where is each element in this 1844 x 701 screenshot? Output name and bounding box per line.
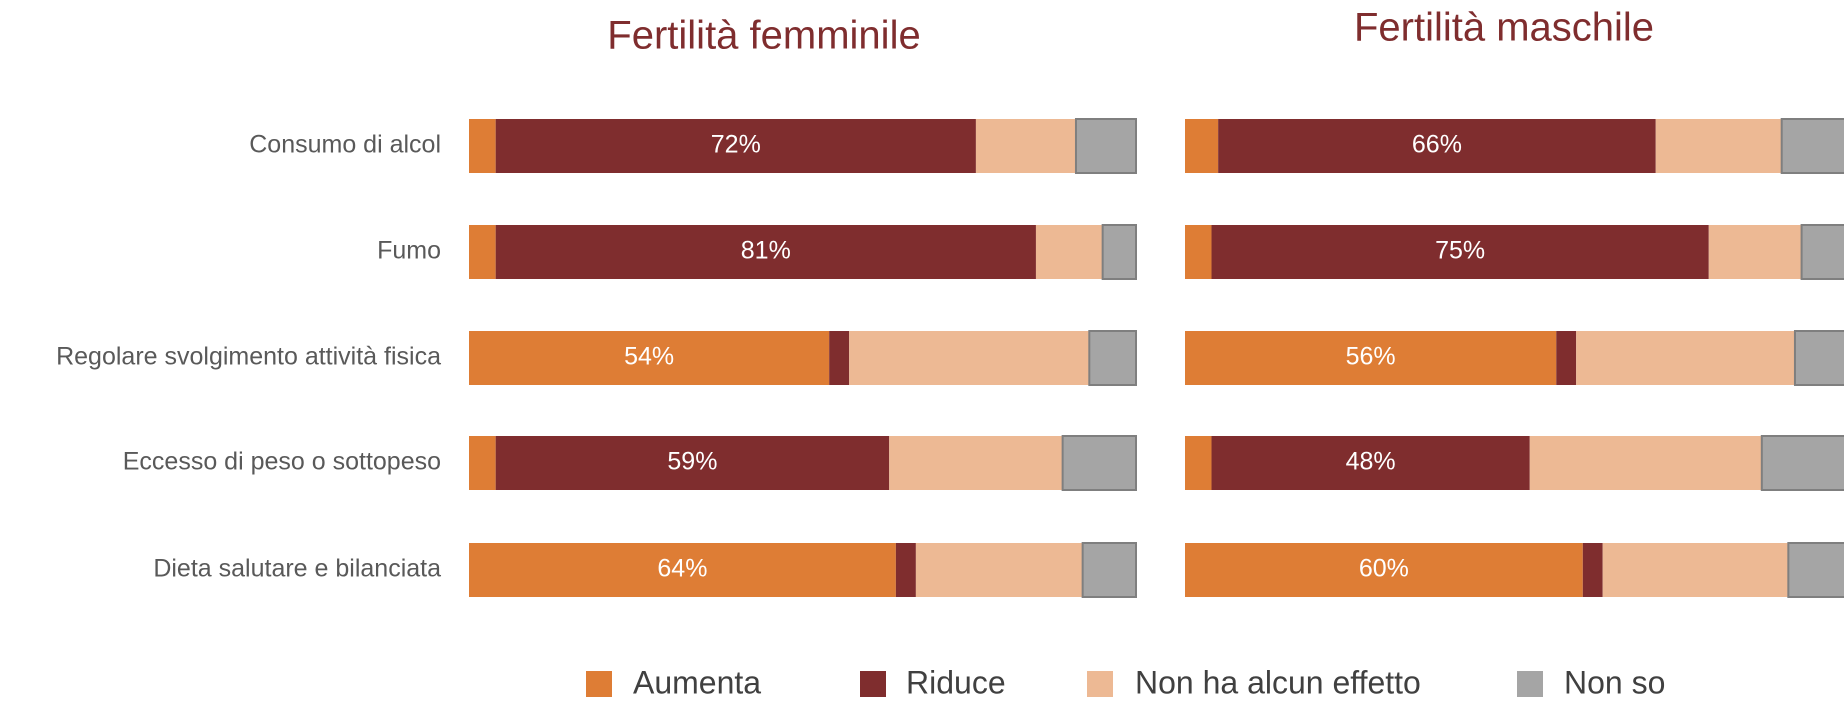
bar-segment [1185, 543, 1583, 597]
category-label: Dieta salutare e bilanciata [153, 555, 441, 583]
bar-segment [469, 225, 496, 279]
bar-segment [1211, 225, 1709, 279]
category-label: Consumo di alcol [249, 131, 441, 159]
data-label: 48% [1346, 448, 1396, 476]
bar-segment [915, 543, 1083, 597]
bar-segment [1185, 331, 1557, 385]
bar-segment [1185, 225, 1212, 279]
bar-segment [1576, 331, 1795, 385]
data-label: 75% [1435, 237, 1485, 265]
bar-segment [495, 436, 890, 490]
legend-swatch [860, 671, 886, 697]
bar-segment [849, 331, 1090, 385]
legend-label: Aumenta [633, 664, 761, 700]
bar-segment [1185, 436, 1212, 490]
chart-title: Fertilità femminile [607, 14, 920, 58]
bar-segment [1081, 542, 1138, 598]
bar-segment [1185, 119, 1219, 173]
bar-segment [895, 543, 916, 597]
chart-title: Fertilità maschile [1354, 6, 1654, 50]
bar-segment [889, 436, 1063, 490]
bar-segment [1211, 436, 1530, 490]
data-label: 54% [624, 343, 674, 371]
bar-segment [495, 119, 976, 173]
bar-segment [1556, 331, 1577, 385]
bar-segment [1787, 542, 1844, 598]
legend-label: Non ha alcun effetto [1135, 664, 1421, 700]
data-label: 60% [1359, 555, 1409, 583]
bar-segment [1529, 436, 1762, 490]
bar-segment [1655, 119, 1782, 173]
bar-segment [1760, 435, 1844, 491]
legend-swatch [586, 671, 612, 697]
bar-segment [1074, 118, 1137, 174]
data-label: 56% [1346, 343, 1396, 371]
legend-swatch [1087, 671, 1113, 697]
category-label: Eccesso di peso o sottopeso [123, 448, 441, 476]
bar-segment [469, 543, 896, 597]
bar-segment [1101, 224, 1138, 280]
bar-segment [469, 119, 496, 173]
bar-segment [469, 331, 830, 385]
bar-segment [1061, 435, 1138, 491]
bar-segment [1035, 225, 1103, 279]
bar-segment [1708, 225, 1802, 279]
bar-segment [1582, 543, 1603, 597]
legend-swatch [1517, 671, 1543, 697]
bar-segment [829, 331, 850, 385]
bar-segment [975, 119, 1076, 173]
legend-label: Riduce [906, 664, 1006, 700]
bar-segment [1602, 543, 1789, 597]
bar-segment [469, 436, 496, 490]
legend-label: Non so [1564, 664, 1665, 700]
bar-segment [1793, 330, 1844, 386]
data-label: 59% [667, 448, 717, 476]
bar-segment [1800, 224, 1844, 280]
data-label: 81% [741, 237, 791, 265]
data-label: 72% [711, 131, 761, 159]
category-label: Fumo [377, 237, 441, 265]
bar-segment [1780, 118, 1844, 174]
bar-segment [1218, 119, 1656, 173]
data-label: 64% [657, 555, 707, 583]
category-label: Regolare svolgimento attività fisica [56, 343, 441, 371]
bar-segment [495, 225, 1036, 279]
bar-segment [1088, 330, 1138, 386]
data-label: 66% [1412, 131, 1462, 159]
